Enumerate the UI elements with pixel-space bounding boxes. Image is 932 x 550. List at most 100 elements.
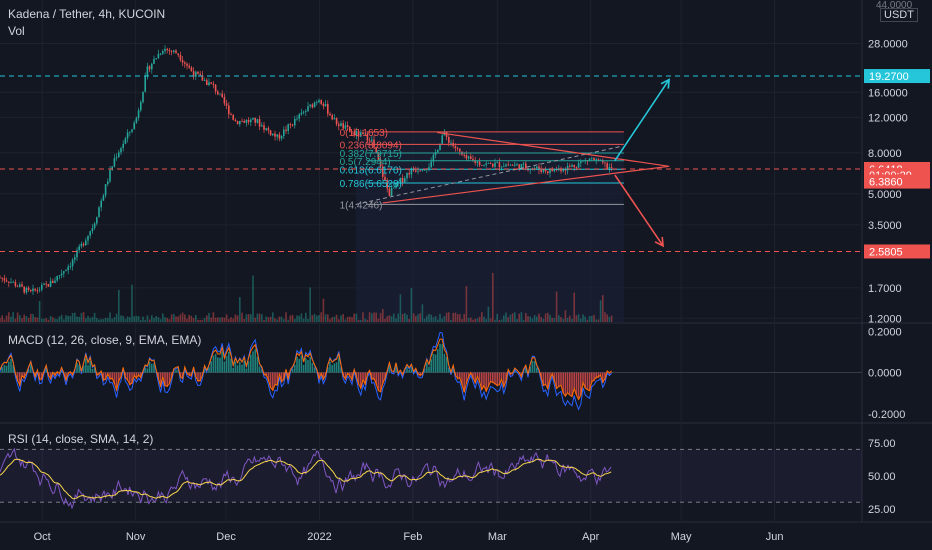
volume-bar <box>346 316 349 322</box>
volume-bar <box>245 314 248 322</box>
volume-bar <box>5 315 8 322</box>
volume-bar <box>214 317 217 322</box>
volume-bar <box>58 316 61 322</box>
volume-bar <box>360 319 362 322</box>
price-candle <box>593 157 595 161</box>
price-candle <box>87 235 89 241</box>
price-candle <box>595 159 597 161</box>
volume-bar <box>76 316 78 322</box>
macd-histogram-bar <box>364 372 366 385</box>
macd-histogram-bar <box>591 372 593 383</box>
price-candle <box>58 275 61 277</box>
volume-bar <box>80 312 83 322</box>
price-candle <box>492 163 494 167</box>
price-candle <box>36 290 39 292</box>
price-candle <box>239 121 241 125</box>
macd-histogram-bar <box>481 372 483 390</box>
price-candle <box>355 131 358 136</box>
volume-bar <box>322 298 325 322</box>
macd-histogram-bar <box>267 372 270 382</box>
macd-histogram-bar <box>247 361 250 373</box>
macd-histogram-bar <box>542 372 545 387</box>
price-candle <box>274 133 276 137</box>
volume-bar <box>527 315 529 322</box>
volume-bar <box>569 315 571 322</box>
volume-bar <box>498 319 501 322</box>
price-candle <box>390 187 393 197</box>
volume-bar <box>27 317 30 322</box>
volume-bar <box>155 316 157 322</box>
volume-bar <box>272 312 274 322</box>
volume-bar <box>192 318 195 322</box>
volume-bar <box>228 319 230 322</box>
fib-trend-line <box>355 145 621 206</box>
macd-histogram-bar <box>219 357 221 373</box>
price-candle <box>82 243 85 246</box>
price-candle <box>335 118 338 125</box>
volume-bar <box>210 317 212 322</box>
volume-bar <box>96 317 98 322</box>
macd-histogram-bar <box>474 372 476 384</box>
macd-histogram-bar <box>102 372 105 382</box>
price-candle <box>214 84 217 92</box>
volume-bar <box>540 316 542 322</box>
volume-bar <box>511 313 514 322</box>
macd-histogram-bar <box>298 358 300 373</box>
volume-bar <box>278 316 281 322</box>
price-candle <box>124 138 127 144</box>
macd-histogram-bar <box>294 364 296 373</box>
volume-bar <box>8 312 10 322</box>
volume-bar <box>23 314 25 322</box>
volume-bar <box>269 316 272 322</box>
volume-bar <box>256 313 259 322</box>
currency-label[interactable]: USDT <box>880 8 918 22</box>
price-candle <box>591 157 593 159</box>
volume-bar <box>320 312 322 322</box>
price-candle <box>210 82 212 84</box>
macd-histogram-bar <box>230 358 232 373</box>
fib-level-label: 0.5(7.2944) <box>340 157 391 168</box>
volume-bar <box>417 314 419 322</box>
volume-bar <box>287 319 289 322</box>
volume-bar <box>580 318 582 322</box>
price-candle <box>487 162 490 164</box>
price-candle <box>283 129 285 136</box>
price-candle <box>575 167 578 168</box>
volume-bar <box>470 317 472 322</box>
price-candle <box>483 164 485 166</box>
macd-histogram-bar <box>588 372 591 391</box>
volume-bar <box>47 319 50 322</box>
price-candle <box>507 164 509 166</box>
price-candle <box>441 135 443 144</box>
price-candle <box>245 120 248 123</box>
price-axis-badge <box>864 174 930 189</box>
price-candle <box>234 119 237 122</box>
price-candle <box>580 161 582 164</box>
price-candle <box>388 188 391 197</box>
macd-histogram-bar <box>593 372 595 382</box>
volume-bar <box>538 313 540 322</box>
macd-histogram-bar <box>496 372 498 387</box>
macd-histogram-bar <box>434 354 437 373</box>
price-candle <box>129 131 131 133</box>
price-candle <box>3 278 6 281</box>
time-tick-label: Mar <box>488 531 507 543</box>
macd-histogram-bar <box>586 372 589 390</box>
macd-histogram-bar <box>87 365 89 373</box>
price-candle <box>366 133 369 141</box>
price-candle <box>135 117 138 123</box>
volume-bar <box>12 312 14 322</box>
price-candle <box>346 125 349 127</box>
macd-histogram-bar <box>135 372 138 380</box>
macd-histogram-bar <box>439 343 441 373</box>
volume-bar <box>373 312 375 322</box>
volume-bar <box>483 316 485 322</box>
price-tick-label: 3.5000 <box>868 220 902 232</box>
price-candle <box>164 48 166 52</box>
price-candle <box>509 164 512 166</box>
price-candle <box>377 152 380 160</box>
macd-histogram-bar <box>210 361 212 373</box>
price-candle <box>91 228 94 232</box>
price-candle <box>170 50 173 52</box>
